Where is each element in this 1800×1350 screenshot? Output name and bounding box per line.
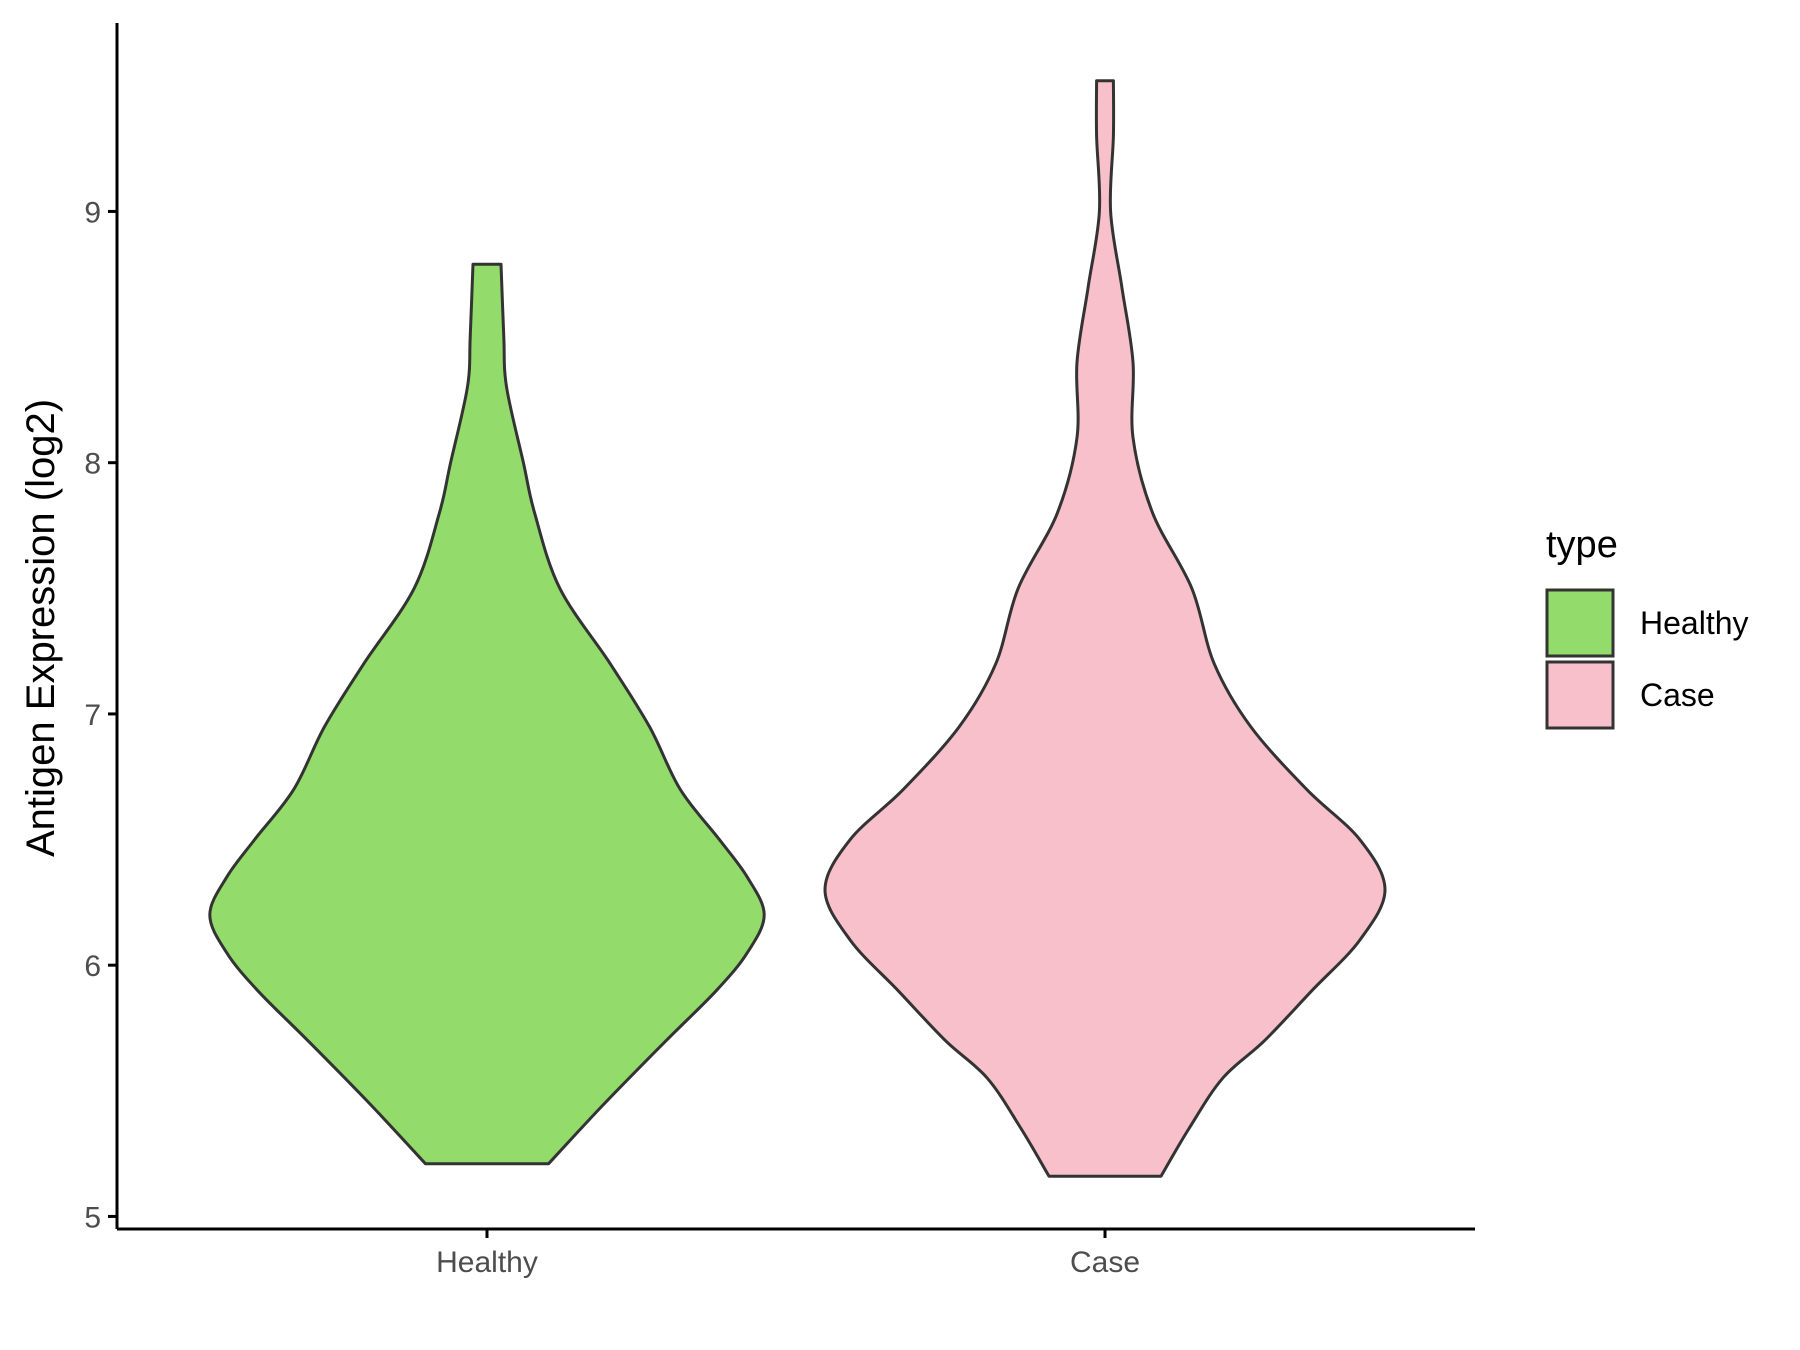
y-tick-label: 5 bbox=[84, 1201, 101, 1234]
y-tick-label: 7 bbox=[84, 699, 101, 732]
y-tick-label: 8 bbox=[84, 448, 101, 481]
legend-key-healthy bbox=[1545, 588, 1615, 658]
y-tick-label: 6 bbox=[84, 950, 101, 983]
x-ticks: Healthy Case bbox=[436, 1229, 1140, 1279]
legend-label-healthy: Healthy bbox=[1640, 605, 1749, 641]
y-ticks: 5 6 7 8 9 bbox=[84, 196, 117, 1234]
violin-healthy bbox=[208, 262, 766, 1166]
legend: type Healthy Case bbox=[1545, 524, 1749, 730]
y-axis-title: Antigen Expression (log2) bbox=[19, 399, 63, 857]
legend-key-case bbox=[1545, 660, 1615, 730]
y-tick-label: 9 bbox=[84, 196, 101, 229]
x-tick-label: Healthy bbox=[436, 1246, 538, 1279]
x-tick-label: Case bbox=[1070, 1246, 1140, 1279]
legend-title: type bbox=[1546, 524, 1618, 566]
legend-label-case: Case bbox=[1640, 677, 1715, 713]
violins-layer bbox=[208, 79, 1387, 1178]
violin-case bbox=[823, 79, 1387, 1178]
